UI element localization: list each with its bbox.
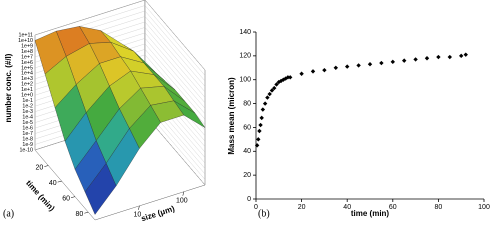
z-tick-label: 1e-7 (22, 131, 33, 137)
z-tick-label: 1e-3 (22, 109, 33, 115)
y-axis-label: Mass mean (micron) (227, 77, 236, 155)
point (424, 56, 430, 61)
y-tick-label: 40 (243, 148, 251, 155)
tick-mark (57, 180, 62, 183)
x-tick-label: 10 (134, 212, 142, 219)
point (285, 75, 291, 80)
point (299, 71, 304, 76)
y-tick-label: 60 (62, 196, 70, 203)
z-tick-label: 1e-4 (22, 115, 33, 121)
x-tick-label: 40 (343, 204, 351, 211)
z-tick-label: 1e+2 (21, 82, 33, 88)
surface-patch (84, 162, 117, 215)
z-tick-label: 1e+10 (18, 38, 33, 44)
point (447, 54, 452, 60)
x-tick-label: 60 (389, 204, 397, 211)
y-tick-label: 0 (247, 196, 251, 203)
point (267, 91, 272, 97)
panel-label: (a) (3, 208, 14, 219)
figure: (a) number conc. (#/l) time (min) size (… (3, 0, 490, 223)
point (402, 58, 407, 63)
z-tick-label: 1e+1 (21, 87, 33, 93)
y-tick-label: 120 (239, 53, 251, 60)
point (345, 64, 350, 69)
y-tick-label: 100 (239, 77, 251, 84)
tick-mark (44, 165, 49, 167)
tick-mark (138, 205, 140, 210)
point (379, 60, 384, 66)
z-tick-label: 1e-2 (22, 104, 33, 110)
z-tick-label: 1e+5 (21, 65, 33, 71)
x-tick-label: 100 (478, 204, 490, 211)
y-tick-label: 80 (243, 100, 251, 107)
z-tick-label: 1e-5 (22, 120, 33, 126)
point (256, 137, 261, 142)
point (322, 67, 327, 73)
z-tick-label: 1e-8 (22, 136, 33, 142)
point (333, 65, 338, 70)
z-tick-label: 1e+11 (19, 32, 34, 38)
z-tick-label: 1e+8 (21, 49, 33, 55)
point (281, 77, 286, 82)
point (436, 54, 441, 60)
y-tick-label: 40 (49, 180, 57, 187)
grid-line (34, 0, 206, 71)
y-tick-label: 80 (76, 211, 84, 218)
tick-mark (70, 196, 76, 198)
point (272, 85, 277, 91)
z-tick-label: 1e-1 (22, 98, 33, 104)
point (413, 57, 418, 62)
z-tick-label: 1e-10 (19, 147, 33, 153)
z-tick-label: 1e+4 (21, 71, 33, 77)
x-tick-label: 80 (435, 204, 443, 211)
point (288, 75, 293, 80)
y-tick-label: 60 (243, 124, 251, 131)
point (259, 115, 264, 121)
point (269, 88, 275, 93)
z-tick-label: 1e+6 (21, 60, 33, 66)
z-tick-label: 1e+0 (21, 93, 33, 99)
x-axis-label: time (min) (351, 209, 390, 218)
z-tick-label: 1e+3 (21, 76, 33, 82)
point (274, 82, 279, 87)
point (254, 143, 260, 148)
z-tick-label: 1e-9 (22, 142, 33, 148)
y-tick-label: 20 (36, 164, 44, 171)
point (257, 128, 262, 134)
point (262, 101, 268, 106)
y-tick-label: 140 (239, 29, 251, 36)
point (356, 63, 361, 68)
tick-mark (84, 211, 89, 214)
point (260, 107, 266, 112)
x-axis-label: size (μm) (140, 204, 176, 223)
point (310, 69, 316, 74)
x-tick-label: 20 (298, 204, 306, 211)
point (390, 59, 395, 65)
z-tick-label: 1e+9 (21, 43, 33, 49)
z-tick-label: 1e-6 (22, 126, 33, 132)
page: (a) number conc. (#/l) time (min) size (… (3, 0, 490, 224)
point (367, 62, 373, 67)
tick-mark (182, 191, 185, 196)
point (265, 95, 270, 100)
z-tick-label: 1e+7 (21, 54, 33, 60)
point (459, 53, 464, 59)
panel-label: (b) (258, 208, 270, 219)
point (463, 52, 468, 57)
point (258, 122, 263, 128)
y-tick-label: 20 (243, 172, 251, 179)
x-tick-label: 0 (254, 204, 258, 211)
x-tick-label: 100 (176, 198, 188, 205)
z-axis-label: number conc. (#/l) (4, 53, 13, 122)
